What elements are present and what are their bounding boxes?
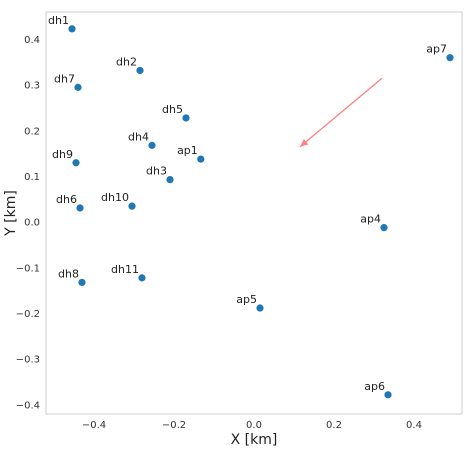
y-tick-label: 0.2 <box>24 126 40 137</box>
x-tick-label: 0.2 <box>326 420 342 431</box>
data-point <box>78 278 86 287</box>
plot-area <box>45 11 463 415</box>
data-point <box>166 176 174 184</box>
point-label: dh7 <box>54 72 75 85</box>
x-tick-label: −0.4 <box>82 420 106 431</box>
data-point <box>76 204 84 212</box>
y-tick-label: −0.4 <box>16 400 40 411</box>
x-tick-label: 0.4 <box>406 420 422 431</box>
y-tick-label: 0.4 <box>24 35 40 46</box>
y-tick-label: −0.1 <box>16 263 40 274</box>
direction-arrow <box>299 77 383 148</box>
y-tick-label: −0.2 <box>16 309 40 320</box>
plot-frame <box>45 11 463 415</box>
data-point <box>138 274 146 282</box>
point-label: ap1 <box>177 144 198 157</box>
point-label: ap5 <box>236 293 257 306</box>
y-tick-label: 0.3 <box>24 81 40 92</box>
y-axis-ticks: −0.4 −0.3 −0.2 −0.1 0.0 0.1 0.2 0.3 0.4 <box>16 35 40 411</box>
point-label: dh10 <box>101 191 129 204</box>
data-point <box>182 114 190 122</box>
data-point <box>136 66 144 75</box>
point-label: dh11 <box>111 263 139 276</box>
data-point <box>446 54 454 62</box>
point-label: dh1 <box>48 14 69 27</box>
point-label: ap4 <box>360 213 381 226</box>
data-point <box>148 141 156 149</box>
y-axis-label: Y [km] <box>3 190 19 237</box>
point-label: ap6 <box>364 380 385 393</box>
point-label: dh2 <box>116 55 137 68</box>
y-tick-label: −0.3 <box>16 355 40 366</box>
point-label: ap7 <box>426 43 447 56</box>
x-axis-ticks: −0.4 −0.2 0.0 0.2 0.4 <box>82 420 422 431</box>
x-tick-label: −0.2 <box>162 420 186 431</box>
x-axis-label: X [km] <box>231 432 278 448</box>
arrow-shaft <box>299 77 383 148</box>
data-point <box>384 391 392 399</box>
y-tick-label: 0.1 <box>24 172 40 183</box>
data-point <box>128 202 136 210</box>
point-label: dh3 <box>146 165 167 178</box>
data-point <box>72 159 80 167</box>
point-label: dh4 <box>128 130 149 143</box>
x-tick-label: 0.0 <box>246 420 262 431</box>
point-label: dh5 <box>162 103 183 116</box>
point-label: dh8 <box>58 267 79 280</box>
y-tick-label: 0.0 <box>24 218 40 229</box>
data-point <box>380 224 388 232</box>
data-point <box>197 155 205 163</box>
data-point <box>68 25 76 33</box>
arrow-head <box>300 138 309 147</box>
data-points: dh1 dh2 dh7 dh5 dh4 ap1 dh9 dh3 dh10 dh6 ap4 dh11 dh… <box>48 14 454 399</box>
data-point <box>256 304 264 312</box>
point-label: dh6 <box>56 193 77 206</box>
data-point <box>74 83 82 91</box>
point-label: dh9 <box>52 148 73 161</box>
